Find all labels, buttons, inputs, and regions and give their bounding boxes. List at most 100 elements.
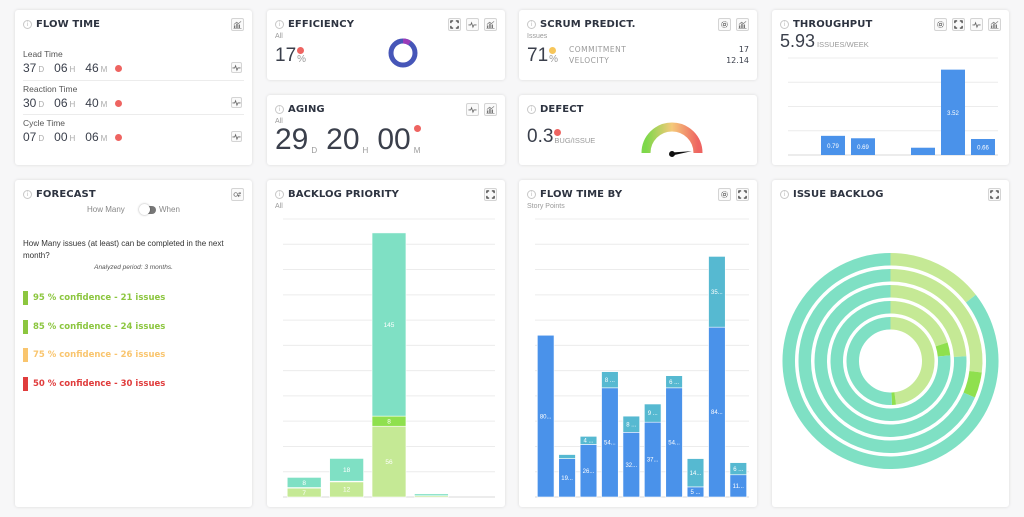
switch-mode-button[interactable] <box>231 188 244 201</box>
chart-view-button[interactable] <box>231 18 244 31</box>
ring-segment[interactable] <box>798 269 975 453</box>
trend-button[interactable] <box>466 18 479 31</box>
expand-button[interactable] <box>484 188 497 201</box>
ring-segment[interactable] <box>890 253 976 303</box>
toggle-label-when[interactable]: When <box>159 205 180 214</box>
trend-button[interactable] <box>231 62 242 73</box>
bar-label: 56 <box>385 459 393 466</box>
throughput-card: i THROUGHPUT 5.93 ISSUES/WEEK 0.79 0.69 3.… <box>772 10 1009 165</box>
bar-segment-mint[interactable] <box>286 477 322 488</box>
days-value: 30 <box>23 96 37 110</box>
bar-segment-teal[interactable] <box>729 462 747 476</box>
flow-time-row-lead: Lead Time 37 D 06 H 46 M <box>23 46 244 79</box>
card-title: FLOW TIME <box>36 19 101 30</box>
bar-segment-teal[interactable] <box>708 256 726 328</box>
settings-button[interactable] <box>934 18 947 31</box>
throughput-bar[interactable] <box>971 138 995 155</box>
trend-button[interactable] <box>231 97 242 108</box>
info-icon[interactable]: i <box>527 105 536 114</box>
ring-segment[interactable] <box>890 317 935 405</box>
bar-segment-teal[interactable] <box>622 415 640 433</box>
ring-segment[interactable] <box>890 301 948 347</box>
expand-button[interactable] <box>736 188 749 201</box>
bar-label: 35... <box>711 290 723 296</box>
ring-segment[interactable] <box>890 285 967 358</box>
confidence-color-bar <box>23 320 28 334</box>
card-subtitle: All <box>275 118 283 125</box>
bar-segment-mint[interactable] <box>329 458 364 482</box>
defect-value: 0.3 <box>527 126 554 147</box>
bar-segment-mint[interactable] <box>371 232 407 417</box>
chart-view-button[interactable] <box>484 18 497 31</box>
switch-icon <box>233 190 242 199</box>
info-icon[interactable]: i <box>23 190 32 199</box>
ring-segment[interactable] <box>846 317 892 405</box>
bar-label: 12 <box>343 487 351 494</box>
ring-segment[interactable] <box>935 342 951 357</box>
gear-icon <box>720 20 729 29</box>
settings-button[interactable] <box>718 18 731 31</box>
trend-button[interactable] <box>970 18 983 31</box>
bar-label: 145 <box>384 322 395 329</box>
bar-label: 9 ... <box>648 411 658 417</box>
bar-segment-teal[interactable] <box>558 454 576 459</box>
card-title: FORECAST <box>36 189 96 200</box>
bar-label: 18 <box>343 467 351 474</box>
ring-segment[interactable] <box>963 370 982 398</box>
ring-segment[interactable] <box>890 269 983 373</box>
info-icon[interactable]: i <box>275 190 284 199</box>
bar-segment-teal[interactable] <box>644 403 662 423</box>
bar-segment-teal[interactable] <box>665 375 683 389</box>
chart-view-button[interactable] <box>988 18 1001 31</box>
hours-unit: H <box>362 146 369 155</box>
ring-segment[interactable] <box>830 301 951 421</box>
expand-icon <box>450 20 459 29</box>
throughput-bar[interactable] <box>911 147 935 155</box>
info-icon[interactable]: i <box>527 20 536 29</box>
pulse-icon <box>232 132 241 141</box>
days-value: 29 <box>275 123 309 156</box>
card-title: BACKLOG PRIORITY <box>288 189 399 200</box>
expand-button[interactable] <box>448 18 461 31</box>
bar-label: 7 <box>302 490 306 497</box>
card-title: FLOW TIME BY <box>540 189 623 200</box>
bar-label: 6 ... <box>733 467 743 473</box>
flow-time-card: i FLOW TIME Lead Time 37 D 06 H 46 M Reacti… <box>15 10 252 165</box>
bar-segment-light-green[interactable] <box>371 425 407 498</box>
settings-button[interactable] <box>718 188 731 201</box>
minutes-value: 06 <box>85 130 99 144</box>
trend-button[interactable] <box>231 131 242 142</box>
hours-value: 06 <box>54 96 68 110</box>
toggle-label-how-many[interactable]: How Many <box>87 205 125 214</box>
bar-label: 8 ... <box>605 378 615 384</box>
bar-label: 5 ... <box>690 490 700 496</box>
backlog-priority-chart: 7 8 12 18 56 8 145 <box>283 218 495 498</box>
info-icon[interactable]: i <box>23 20 32 29</box>
ring-segment[interactable] <box>782 253 999 469</box>
row-label: Reaction Time <box>23 84 78 94</box>
info-icon[interactable]: i <box>275 105 284 114</box>
throughput-bar[interactable] <box>821 135 845 155</box>
info-icon[interactable]: i <box>275 20 284 29</box>
ring-segment[interactable] <box>814 285 967 437</box>
bar-label: 8 ... <box>626 422 636 428</box>
expand-button[interactable] <box>952 18 965 31</box>
throughput-bar[interactable] <box>851 138 875 155</box>
info-icon[interactable]: i <box>780 190 789 199</box>
bar-segment-blue[interactable] <box>537 334 555 498</box>
chart-view-button[interactable] <box>736 18 749 31</box>
flow-time-by-card: i FLOW TIME BY Story Points 80... 19... 26… <box>519 180 757 507</box>
trend-button[interactable] <box>466 103 479 116</box>
info-icon[interactable]: i <box>780 20 789 29</box>
bar-label: 26... <box>583 469 595 475</box>
minutes-unit: M <box>100 100 108 109</box>
chart-view-button[interactable] <box>484 103 497 116</box>
throughput-bar[interactable] <box>941 69 965 155</box>
bar-segment-teal[interactable] <box>579 436 598 445</box>
bar-segment-teal[interactable] <box>686 458 705 488</box>
bar-segment-teal[interactable] <box>601 371 619 389</box>
expand-button[interactable] <box>988 188 1001 201</box>
bar-segment-mint[interactable] <box>414 493 449 497</box>
how-many-when-toggle[interactable] <box>139 204 156 215</box>
info-icon[interactable]: i <box>527 190 536 199</box>
